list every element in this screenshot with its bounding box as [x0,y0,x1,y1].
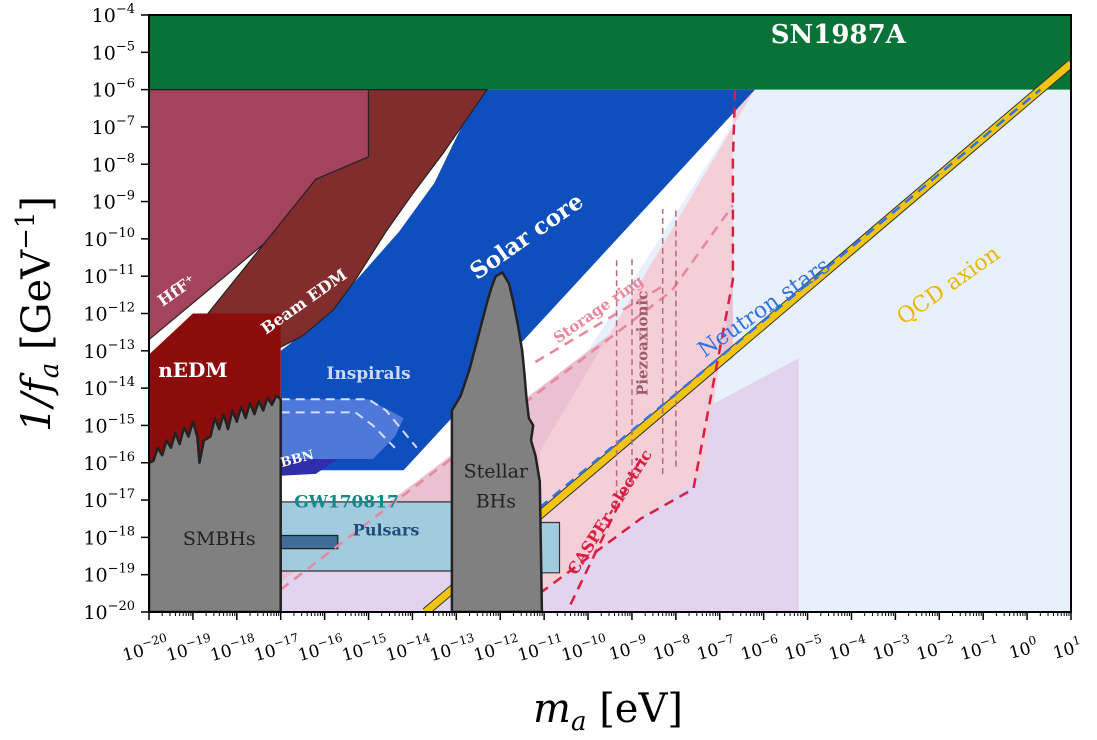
label-sn1987a: SN1987A [771,20,907,50]
x-tick-label: 10−2 [913,632,957,665]
y-tick-label: 10−18 [83,524,135,549]
y-tick-label: 10−7 [92,114,135,139]
region-stellar-bhs [450,271,544,612]
y-tick-label: 10−10 [83,226,135,251]
region-solar-core [280,89,755,471]
y-tick-label: 10−12 [83,301,135,326]
y-axis-label-unit: [GeV [14,249,60,363]
black-hole-regions [149,271,544,612]
x-tick-label: 100 [1006,633,1040,664]
label-bhs: BHs [476,491,516,513]
x-axis-label-unit: [eV] [586,686,682,732]
label-gw170817: GW170817 [294,493,399,513]
label-piezoaxionic: Piezoaxionic [633,291,651,396]
y-tick-label: 10−16 [83,450,135,475]
label-nedm: nEDM [158,358,227,382]
y-tick-label: 10−9 [92,189,135,214]
x-tick-label: 10−20 [119,631,171,666]
y-axis-label-close: ] [14,196,60,212]
line-inspirals-lower [280,411,396,449]
x-axis-label-sub: a [571,707,587,737]
line-inspirals-upper [280,398,418,449]
x-axis-ticks: 10−2010−1910−1810−1710−1610−1510−1410−13… [119,612,1084,666]
x-tick-label: 10−8 [650,632,694,665]
y-tick-label: 10−19 [83,562,135,587]
label-stellar: Stellar [464,461,529,483]
y-tick-label: 10−20 [83,599,135,624]
x-tick-label: 10−19 [163,631,215,666]
x-tick-label: 10−10 [558,631,610,666]
x-tick-label: 10−13 [427,631,479,666]
x-tick-label: 10−14 [383,630,435,665]
x-tick-label: 10−1 [957,632,1001,665]
region-gw170817-right [539,521,561,574]
region-bbn [280,459,338,476]
line-neutron-stars-dashed [538,88,1042,509]
region-smbhs [149,394,282,612]
x-tick-label: 10−11 [515,631,567,666]
label-pulsars: Pulsars [353,521,420,540]
y-axis-ticks: 10−4 10−5 10−6 10−7 10−8 10−9 10−10 10−11 10−12 1… [83,2,149,624]
x-tick-label: 10−9 [606,632,650,665]
y-tick-label: 10−17 [83,487,135,512]
y-tick-label: 10−6 [92,77,135,102]
region-pulsars [280,534,339,550]
x-tick-label: 10−16 [295,631,347,666]
x-axis-label-main: m [533,686,571,732]
label-inspirals: Inspirals [326,364,410,384]
y-tick-label: 10−8 [92,151,135,176]
y-axis-label-sub: a [35,363,65,379]
x-tick-label: 10−5 [782,632,826,665]
y-tick-label: 10−11 [83,263,135,288]
y-tick-label: 10−14 [83,375,135,400]
y-tick-label: 10−4 [92,2,135,27]
y-axis-label-main: 1/f [14,372,60,432]
x-tick-label: 10−17 [251,631,303,666]
region-sn1987a [149,15,1071,90]
line-casper-short [569,458,642,606]
x-tick-label: 10−7 [694,632,738,665]
x-tick-label: 10−3 [869,632,913,665]
x-tick-label: 10−6 [738,632,782,665]
y-axis-label-exp: −1 [11,212,41,250]
x-tick-label: 10−12 [471,631,523,666]
line-casper-electric [539,89,737,595]
line-storage-ring-top [534,282,668,364]
x-axis-label: ma [eV] [533,686,683,737]
x-tick-label: 101 [1050,633,1084,664]
y-tick-label: 10−15 [83,412,135,437]
line-storage-ring-dashed [279,204,734,591]
x-tick-label: 10−4 [826,631,871,664]
y-axis-label: 1/fa [GeV−1] [11,196,65,432]
y-tick-label: 10−5 [92,39,135,64]
x-tick-label: 10−15 [339,631,391,666]
region-inspirals [280,399,404,459]
x-tick-label: 10−18 [207,631,259,666]
label-smbhs: SMBHs [183,528,256,550]
y-tick-label: 10−13 [83,338,135,363]
